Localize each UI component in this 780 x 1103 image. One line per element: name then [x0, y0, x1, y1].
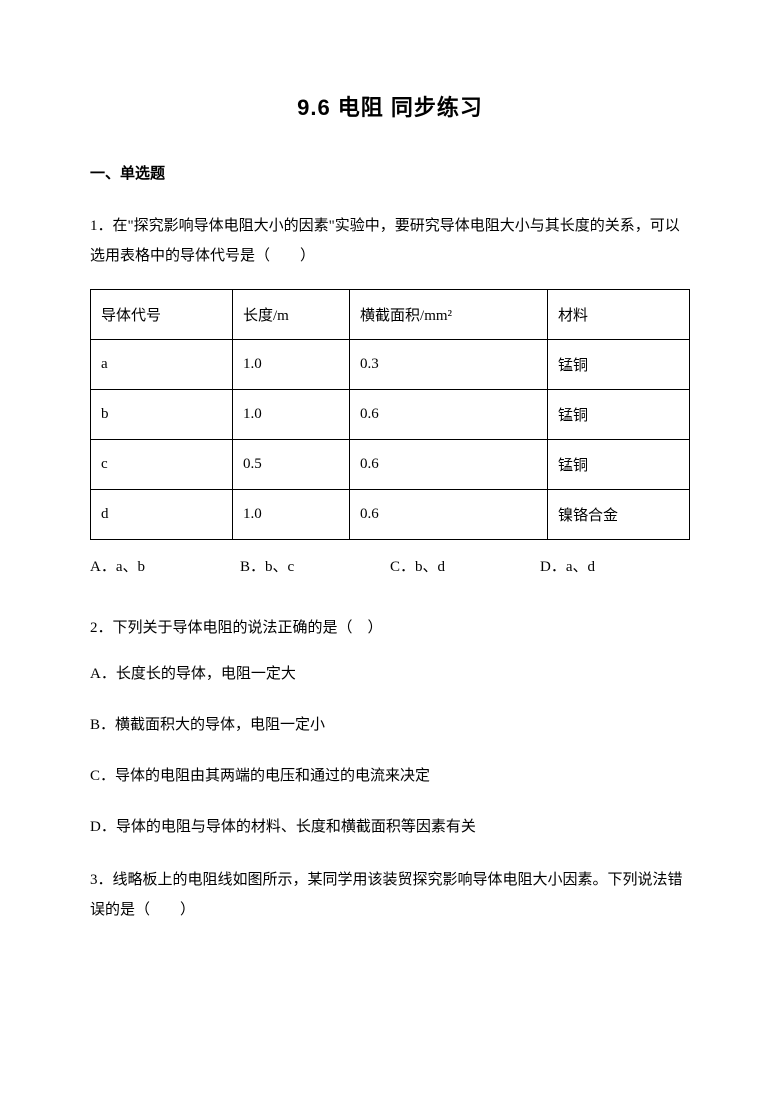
- q2-choice-a: A．长度长的导体，电阻一定大: [90, 661, 690, 688]
- table-row: d 1.0 0.6 镍铬合金: [91, 490, 690, 540]
- q2-choice-d: D．导体的电阻与导体的材料、长度和横截面积等因素有关: [90, 814, 690, 841]
- table-cell: 锰铜: [548, 440, 690, 490]
- table-cell: d: [91, 490, 233, 540]
- table-cell: 锰铜: [548, 340, 690, 390]
- table-cell: b: [91, 390, 233, 440]
- option-a: A．a、b: [90, 554, 240, 581]
- table-cell: 0.6: [350, 490, 548, 540]
- table-cell: 锰铜: [548, 390, 690, 440]
- table-cell: 1.0: [232, 340, 349, 390]
- table-cell: 镍铬合金: [548, 490, 690, 540]
- table-cell: c: [91, 440, 233, 490]
- table-cell: 0.5: [232, 440, 349, 490]
- table-cell: 1.0: [232, 490, 349, 540]
- q1-options: A．a、b B．b、c C．b、d D．a、d: [90, 554, 690, 581]
- table-header: 材料: [548, 290, 690, 340]
- option-d: D．a、d: [540, 554, 690, 581]
- table-row: a 1.0 0.3 锰铜: [91, 340, 690, 390]
- section-header: 一、单选题: [90, 162, 690, 183]
- table-header: 导体代号: [91, 290, 233, 340]
- option-c: C．b、d: [390, 554, 540, 581]
- q1-text: 1．在"探究影响导体电阻大小的因素"实验中，要研究导体电阻大小与其长度的关系，可…: [90, 211, 690, 271]
- q2-choice-b: B．横截面积大的导体，电阻一定小: [90, 712, 690, 739]
- option-b: B．b、c: [240, 554, 390, 581]
- page-title: 9.6 电阻 同步练习: [90, 90, 690, 122]
- table-header: 长度/m: [232, 290, 349, 340]
- table-header-row: 导体代号 长度/m 横截面积/mm² 材料: [91, 290, 690, 340]
- table-row: c 0.5 0.6 锰铜: [91, 440, 690, 490]
- q3-text: 3．线略板上的电阻线如图所示，某同学用该装贸探究影响导体电阻大小因素。下列说法错…: [90, 865, 690, 925]
- q2-choice-c: C．导体的电阻由其两端的电压和通过的电流来决定: [90, 763, 690, 790]
- table-cell: a: [91, 340, 233, 390]
- q2-text: 2．下列关于导体电阻的说法正确的是（ ）: [90, 613, 690, 643]
- table-header: 横截面积/mm²: [350, 290, 548, 340]
- table-cell: 0.6: [350, 390, 548, 440]
- table-row: b 1.0 0.6 锰铜: [91, 390, 690, 440]
- table-cell: 1.0: [232, 390, 349, 440]
- q1-table: 导体代号 长度/m 横截面积/mm² 材料 a 1.0 0.3 锰铜 b 1.0…: [90, 289, 690, 540]
- table-cell: 0.3: [350, 340, 548, 390]
- table-cell: 0.6: [350, 440, 548, 490]
